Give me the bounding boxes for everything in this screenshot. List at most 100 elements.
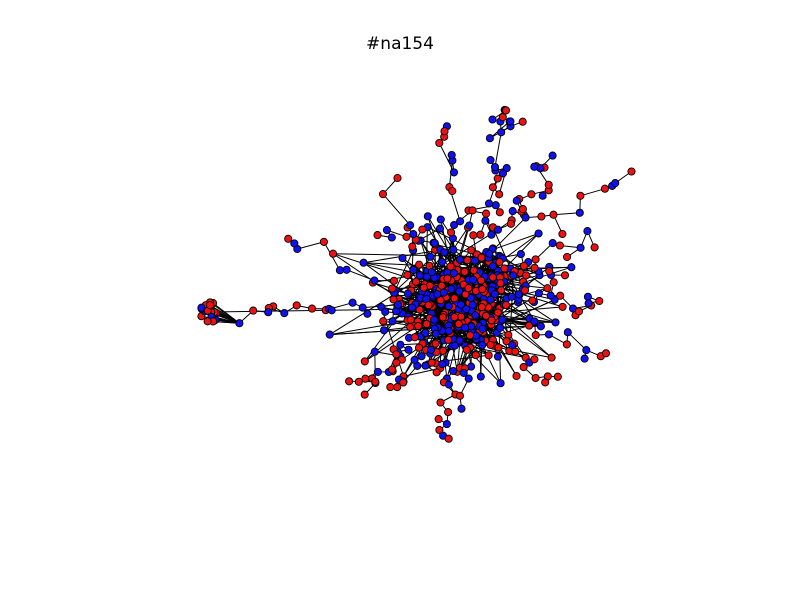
- graph-node-red: [493, 308, 502, 317]
- graph-node-red: [522, 271, 531, 280]
- graph-node-red: [465, 331, 475, 340]
- graph-node-blue: [406, 221, 415, 230]
- graph-node-red: [511, 347, 520, 356]
- graph-node-red: [600, 184, 609, 193]
- graph-node-red: [444, 335, 453, 344]
- graph-node-blue: [507, 292, 516, 301]
- graph-node-red: [494, 343, 503, 352]
- graph-node-blue: [388, 317, 397, 326]
- graph-node-red: [556, 291, 565, 300]
- graph-node-blue: [490, 290, 499, 299]
- graph-node-red: [450, 294, 459, 303]
- graph-node-blue: [486, 155, 495, 165]
- graph-node-red: [438, 313, 447, 322]
- graph-node-blue: [433, 290, 442, 299]
- graph-node-red: [418, 225, 427, 234]
- graph-node-blue: [235, 319, 244, 328]
- graph-node-red: [576, 191, 585, 200]
- graph-node-blue: [280, 309, 289, 318]
- graph-node-blue: [493, 352, 502, 361]
- graph-node-red: [455, 391, 465, 400]
- graph-node-blue: [490, 162, 500, 172]
- graph-node-red: [549, 278, 558, 287]
- graph-node-blue: [398, 253, 407, 263]
- graph-node-red: [406, 315, 415, 324]
- graph-node-red: [488, 273, 497, 282]
- graph-node-blue: [575, 208, 584, 217]
- graph-node-red: [345, 377, 354, 386]
- graph-node-red: [495, 257, 504, 267]
- graph-node-red: [545, 267, 554, 276]
- graph-node-red: [478, 285, 487, 294]
- graph-node-red: [560, 271, 570, 280]
- graph-node-blue: [459, 368, 468, 377]
- graph-node-red: [435, 425, 444, 435]
- figure-title: #na154: [366, 34, 434, 54]
- graph-node-blue: [563, 328, 572, 337]
- graph-node-blue: [387, 233, 396, 242]
- graph-node-red: [519, 261, 529, 270]
- graph-node-blue: [435, 224, 445, 233]
- graph-node-blue: [516, 250, 525, 259]
- graph-node-red: [527, 190, 536, 199]
- graph-node-red: [431, 339, 440, 348]
- graph-node-red: [627, 167, 636, 176]
- graph-edge: [346, 269, 375, 281]
- graph-node-red: [462, 345, 471, 354]
- graph-node-red: [484, 351, 493, 360]
- graph-node-red: [502, 300, 511, 310]
- graph-node-blue: [583, 227, 592, 236]
- graph-node-blue: [264, 308, 273, 317]
- graph-node-blue: [576, 243, 585, 252]
- graph-node-red: [434, 415, 443, 424]
- graph-node-red: [531, 331, 540, 340]
- graph-node-blue: [485, 134, 494, 143]
- graph-node-blue: [396, 340, 405, 349]
- graph-node-blue: [496, 323, 505, 332]
- graph-node-blue: [498, 169, 507, 178]
- graph-node-blue: [348, 298, 357, 307]
- graph-node-red: [553, 372, 562, 381]
- graph-node-blue: [488, 115, 497, 124]
- graph-node-red: [450, 313, 459, 322]
- graph-node-red: [386, 383, 395, 392]
- graph-node-red: [495, 190, 504, 199]
- graph-node-red: [373, 231, 382, 240]
- graph-node-red: [415, 305, 424, 314]
- graph-node-red: [354, 377, 363, 386]
- graph-node-red: [498, 113, 507, 122]
- graph-node-blue: [538, 191, 547, 200]
- graph-node-red: [361, 374, 370, 383]
- graph-node-red: [601, 349, 611, 358]
- graph-node-red: [446, 262, 455, 271]
- graph-node-red: [487, 316, 496, 325]
- graph-node-blue: [484, 199, 494, 208]
- graph-node-red: [393, 383, 402, 392]
- graph-node-red: [422, 319, 431, 329]
- graph-node-blue: [548, 151, 557, 160]
- graph-node-blue: [430, 238, 439, 248]
- graph-node-red: [389, 295, 398, 304]
- graph-node-blue: [431, 329, 440, 338]
- graph-node-blue: [468, 300, 477, 309]
- graph-node-blue: [488, 262, 498, 271]
- graph-node-blue: [481, 216, 490, 225]
- graph-node-red: [448, 186, 457, 196]
- graph-node-red: [411, 277, 421, 286]
- graph-node-red: [562, 340, 571, 349]
- graph-node-red: [469, 231, 478, 240]
- graph-node-blue: [470, 256, 479, 265]
- graph-node-red: [460, 267, 469, 276]
- graph-node-red: [414, 343, 424, 352]
- graph-node-red: [530, 355, 539, 364]
- graph-node-blue: [478, 341, 487, 350]
- graph-node-red: [319, 237, 328, 246]
- graph-node-blue: [449, 366, 458, 376]
- graph-node-red: [537, 212, 546, 221]
- graph-node-red: [493, 174, 502, 183]
- graph-node-red: [558, 229, 567, 239]
- graph-node-red: [203, 317, 212, 326]
- graph-node-red: [558, 302, 567, 311]
- graph-node-blue: [456, 300, 466, 309]
- graph-edge: [553, 212, 580, 216]
